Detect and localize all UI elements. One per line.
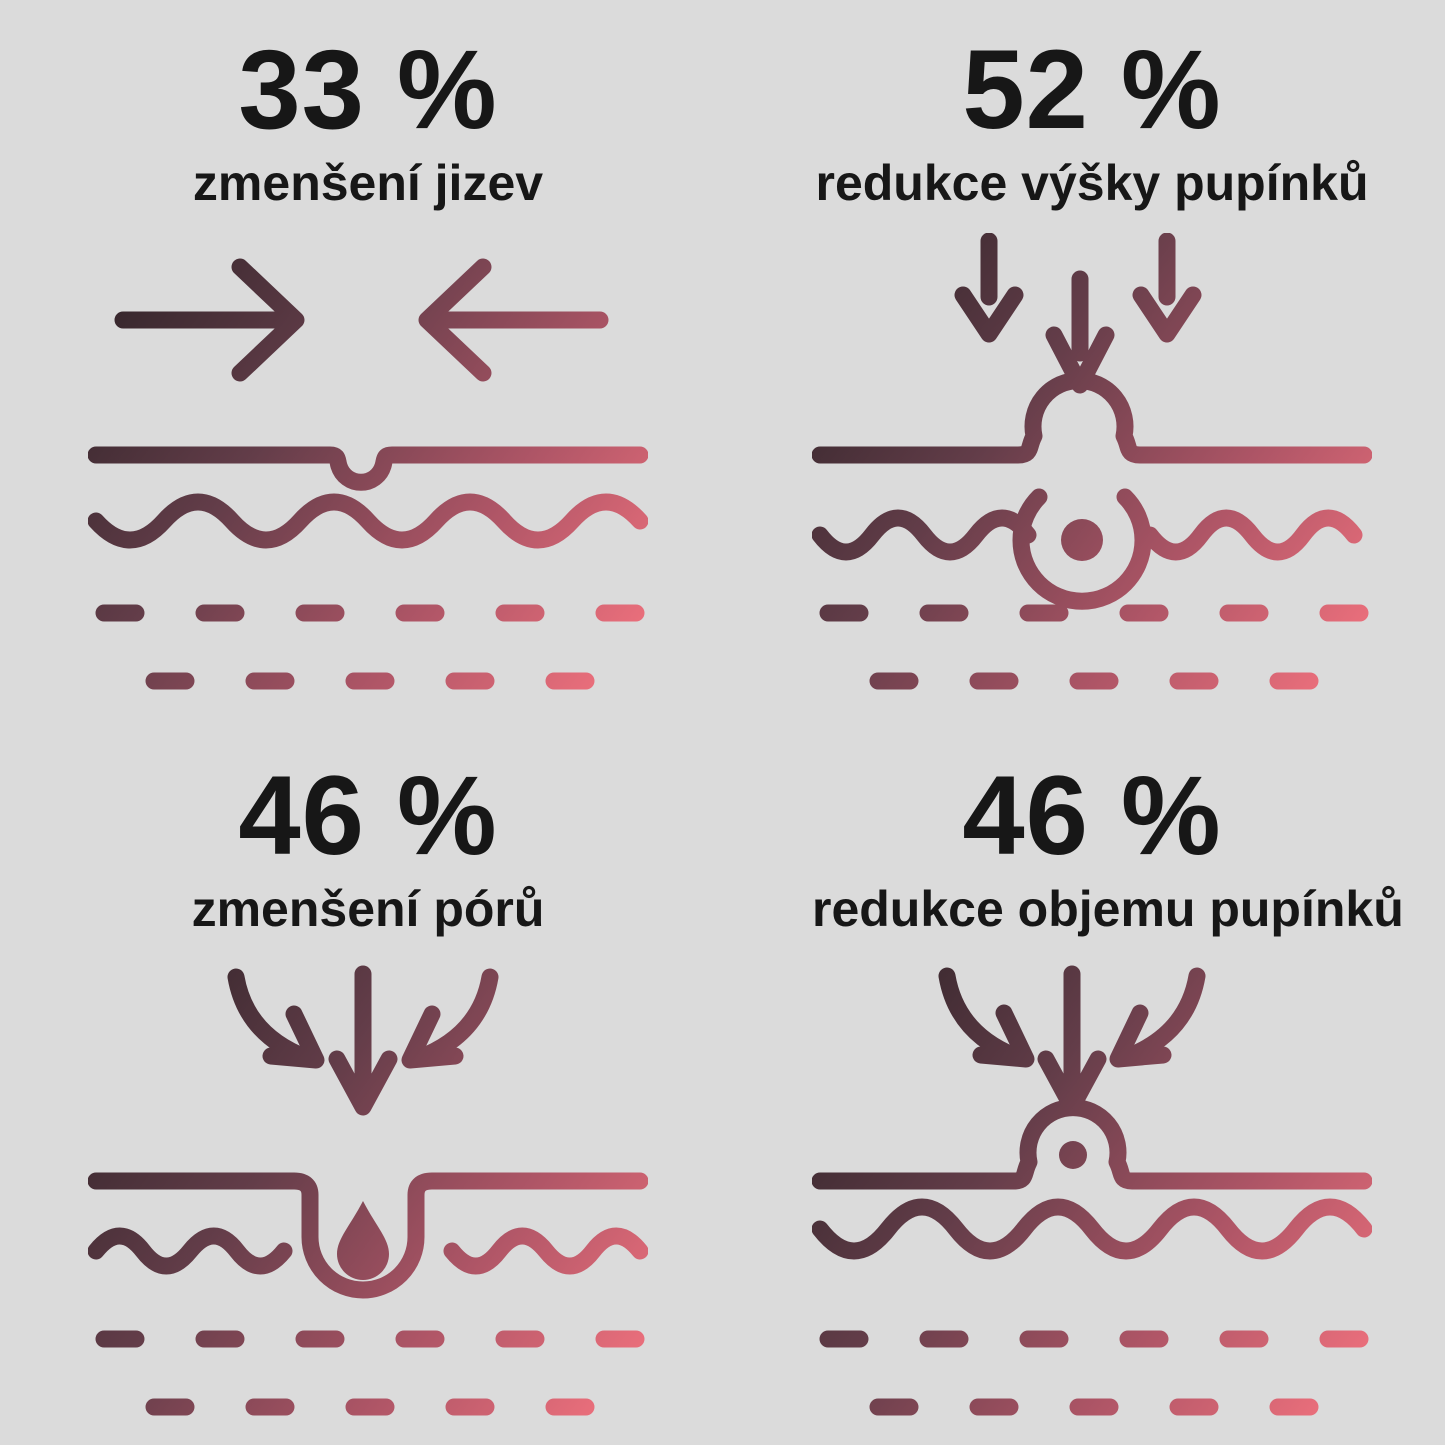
inward-arrows-icon	[114, 258, 609, 382]
stat-label: zmenšení pórů	[191, 881, 545, 937]
pimple-height-reduction-icon	[812, 233, 1372, 690]
stat-label: redukce výšky pupínků	[815, 155, 1369, 211]
converging-arrows-icon	[227, 965, 499, 1116]
skin-surface-pore-line	[88, 1172, 648, 1299]
stat-card-pimple-height-reduction: 52 % redukce výšky pupínků	[812, 34, 1372, 713]
skin-wavy-line-right	[1141, 509, 1363, 561]
pimple-core-dot	[1061, 519, 1103, 561]
pimple-volume-reduction-icon	[812, 965, 1372, 1416]
stat-label: zmenšení jizev	[192, 155, 544, 211]
skin-wavy-line-left	[88, 1227, 293, 1275]
stat-card-pimple-volume-reduction: 46 % redukce objemu pupínků	[812, 753, 1404, 1439]
skin-surface-small-pimple-line	[812, 1099, 1372, 1190]
stat-value: 52 %	[962, 27, 1222, 152]
skin-wavy-line	[812, 1198, 1372, 1260]
stat-value: 33 %	[238, 27, 498, 152]
skin-wavy-line-right	[443, 1227, 648, 1275]
downward-arrows-icon	[954, 233, 1202, 394]
skin-surface-scar-line	[88, 446, 648, 491]
skin-surface-pimple-line	[812, 372, 1372, 464]
converging-arrows-icon	[938, 965, 1206, 1116]
stat-card-pore-reduction: 46 % zmenšení pórů	[88, 760, 648, 1439]
skin-wavy-line	[88, 493, 648, 549]
stat-value: 46 %	[238, 753, 498, 878]
stat-label: redukce objemu pupínků	[812, 881, 1404, 937]
scar-width-reduction-icon	[88, 258, 648, 690]
pimple-core-dot	[1059, 1141, 1087, 1169]
stat-card-scar-reduction: 33 % zmenšení jizev	[88, 34, 648, 713]
skin-wavy-line-left	[812, 509, 1037, 561]
pore-size-reduction-icon	[88, 965, 648, 1416]
sebum-drop	[337, 1201, 389, 1280]
stat-value: 46 %	[962, 753, 1222, 878]
